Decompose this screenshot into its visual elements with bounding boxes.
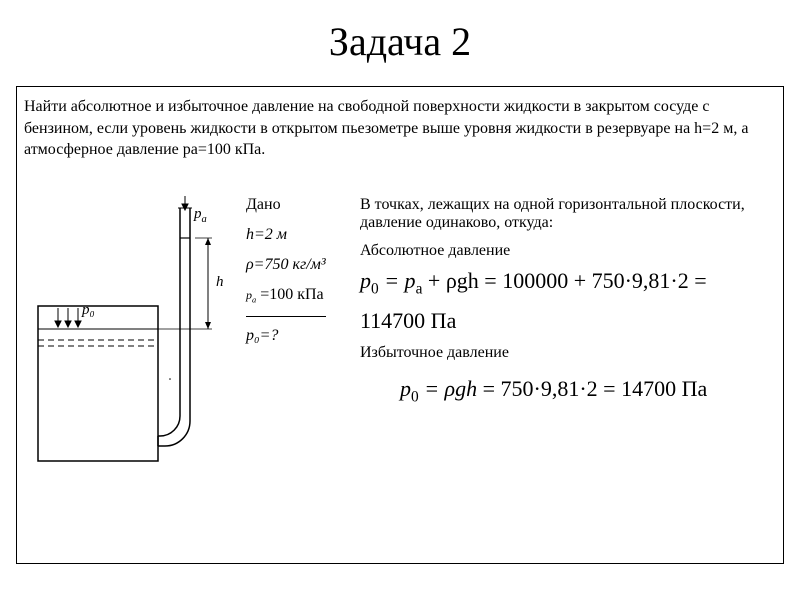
given-h: h=2 м (246, 226, 356, 244)
label-pa-prefix: p (194, 206, 202, 222)
physics-diagram: p₀ pа h (30, 196, 240, 476)
given-block: Дано h=2 м ρ=750 кг/м³ pа =100 кПа p₀=? (246, 196, 356, 357)
given-rho: ρ=750 кг/м³ (246, 256, 356, 274)
solution-intro: В точках, лежащих на одной горизонтально… (360, 196, 772, 232)
label-pa-sub: а (202, 214, 207, 225)
eq-abs-mid: + ρgh = 100000 + 750·9,81·2 = (422, 268, 706, 293)
given-header: Дано (246, 196, 356, 214)
excess-pressure-label: Избыточное давление (360, 344, 772, 362)
given-pa: pа =100 кПа (246, 286, 356, 304)
given-pa-symbol: pа (246, 288, 256, 302)
given-separator (246, 316, 326, 317)
excess-pressure-equation: p0 = ρgh = 750·9,81·2 = 14700 Па (400, 376, 772, 406)
absolute-pressure-result: 114700 Па (360, 308, 772, 334)
absolute-pressure-label: Абсолютное давление (360, 242, 772, 260)
label-p0: p₀ (82, 302, 95, 319)
solution-block: В точках, лежащих на одной горизонтально… (360, 196, 772, 417)
label-pa: pа (194, 206, 207, 225)
given-find: p₀=? (246, 327, 356, 345)
page-title: Задача 2 (0, 0, 800, 73)
problem-statement: Найти абсолютное и избыточное давление н… (24, 96, 776, 161)
absolute-pressure-equation: p0 = pа + ρgh = 100000 + 750·9,81·2 = (360, 268, 772, 298)
eq-abs-lhs: p0 = pа (360, 268, 422, 293)
diagram-svg (30, 196, 240, 476)
label-h: h (216, 274, 224, 291)
